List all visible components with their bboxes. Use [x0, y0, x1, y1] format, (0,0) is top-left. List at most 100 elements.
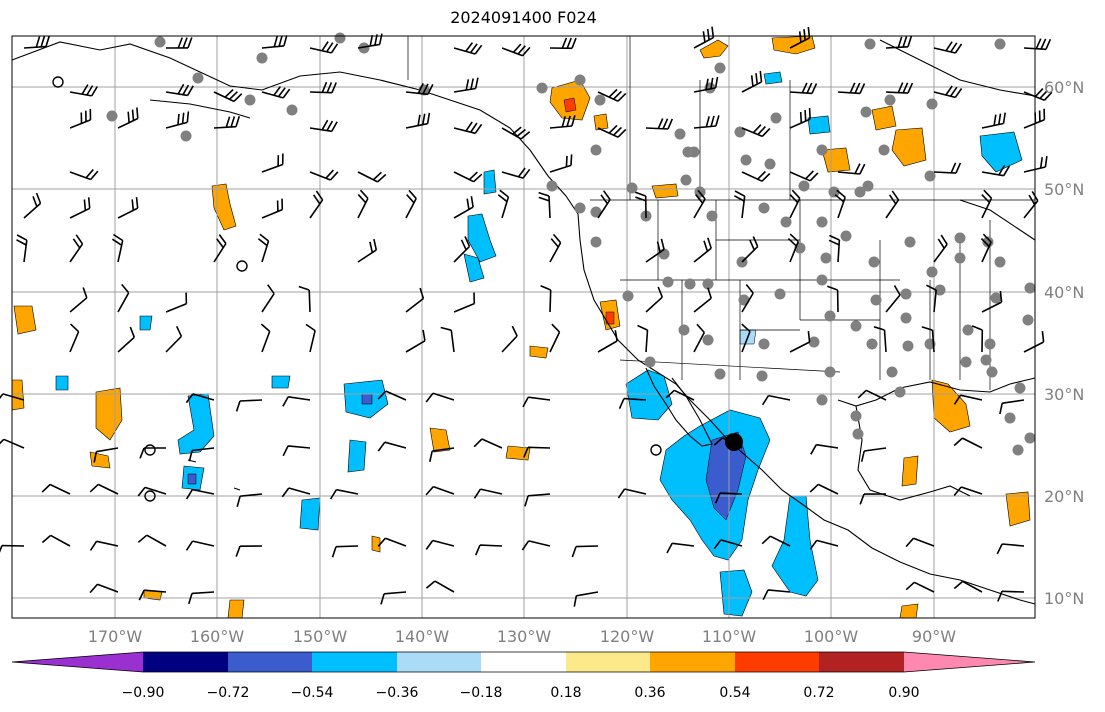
- wind-barb-feather: [329, 171, 339, 181]
- wind-barb-staff: [885, 91, 909, 94]
- wind-barb-staff: [501, 335, 518, 353]
- wind-barb-staff: [165, 335, 182, 353]
- wind-barb-feather: [75, 234, 84, 245]
- colorbar-extend-high: [904, 652, 1035, 672]
- wind-barb-feather: [714, 76, 719, 89]
- wind-barb-feather: [566, 115, 571, 127]
- wind-barb-feather: [426, 112, 431, 124]
- station-dot: [770, 112, 782, 124]
- wind-barb-staff: [789, 197, 801, 219]
- station-dot: [984, 338, 996, 350]
- station-dot: [756, 370, 768, 382]
- wind-barb-feather: [135, 197, 139, 209]
- wind-barb-staff: [931, 330, 935, 353]
- cool-area: [807, 115, 831, 135]
- wind-barb-staff: [624, 488, 647, 495]
- wind-barb-feather: [755, 73, 758, 85]
- cool-area: [483, 169, 497, 195]
- wind-barb-feather: [377, 390, 387, 400]
- station-dot: [590, 144, 602, 156]
- wind-barb-staff: [480, 488, 503, 495]
- wind-barb-feather: [469, 43, 478, 54]
- wind-barb-feather: [789, 194, 799, 204]
- wind-barb-staff: [817, 483, 839, 495]
- wind-barb-staff: [69, 171, 91, 181]
- wind-barb-feather: [330, 43, 339, 54]
- wind-barb-feather: [136, 107, 139, 119]
- wind-barb-feather: [805, 170, 814, 180]
- wind-barb-staff: [962, 580, 983, 593]
- wind-barb-feather: [235, 116, 241, 127]
- wind-barb-feather: [32, 196, 38, 207]
- station-dot: [574, 74, 586, 86]
- wind-barb-staff: [453, 127, 476, 135]
- wind-barb-staff: [885, 294, 901, 313]
- wind-barb-feather: [440, 326, 452, 331]
- wind-barb-staff: [49, 483, 71, 495]
- colorbar-tick-label: −0.90: [122, 685, 165, 701]
- lon-label: 110°W: [702, 627, 757, 646]
- wind-barb-staff: [432, 539, 455, 547]
- cool-area: [467, 213, 497, 263]
- wind-barb-staff: [308, 289, 311, 313]
- wind-barb-feather: [657, 286, 664, 298]
- station-dot: [878, 144, 890, 156]
- wind-barb-staff: [23, 45, 47, 49]
- wind-barb-feather: [538, 196, 550, 202]
- wind-barb-feather: [425, 486, 434, 496]
- station-dot: [816, 144, 828, 156]
- wind-barb-staff: [816, 443, 839, 449]
- wind-barb-feather: [945, 41, 953, 52]
- wind-barb-staff: [117, 336, 135, 353]
- wind-barb-feather: [521, 540, 530, 551]
- wind-barb-staff: [913, 581, 935, 593]
- cool-area: [979, 131, 1023, 173]
- lon-label: 90°W: [912, 627, 956, 646]
- station-dot: [662, 276, 674, 288]
- wind-barb-staff: [962, 437, 983, 449]
- cool-area: [763, 71, 783, 85]
- wind-barb-feather: [996, 543, 1003, 555]
- lat-label: 30°N: [1044, 385, 1084, 404]
- wind-barb-staff: [981, 171, 1004, 177]
- wind-barb-staff: [741, 331, 751, 353]
- station-dot: [574, 202, 586, 214]
- wind-barb-feather: [849, 82, 856, 94]
- station-dot: [154, 36, 166, 48]
- wind-barb-staff: [213, 125, 237, 129]
- wind-barb-feather: [561, 37, 568, 49]
- station-dot: [900, 312, 912, 324]
- warm-area: [371, 535, 381, 553]
- wind-barb-feather: [522, 396, 529, 408]
- wind-barb-staff: [117, 207, 139, 219]
- wind-barb-staff: [146, 534, 167, 547]
- wind-barb-feather: [787, 238, 797, 247]
- colorbar-tick-labels: −0.90 −0.72 −0.54 −0.36 −0.18 0.18 0.36 …: [122, 685, 920, 701]
- station-dot: [1024, 282, 1036, 294]
- wind-barb-feather: [465, 42, 474, 52]
- wind-barb-feather: [41, 534, 52, 544]
- wind-barb-feather: [427, 84, 434, 95]
- wind-barb-staff: [192, 393, 215, 401]
- wind-barb-feather: [131, 199, 135, 211]
- station-dot: [904, 236, 916, 248]
- wind-barb-staff: [741, 81, 762, 93]
- wind-barb-staff: [434, 580, 455, 593]
- wind-barb-feather: [139, 447, 145, 459]
- wind-barb-staff: [2, 393, 25, 401]
- wind-barb-staff: [645, 330, 649, 353]
- wind-barb-staff: [453, 302, 475, 313]
- wind-barb-staff: [528, 540, 551, 547]
- wind-barb-feather: [111, 238, 123, 246]
- wind-barb-feather: [741, 323, 751, 333]
- station-dot: [780, 216, 792, 228]
- wind-barb-feather: [233, 93, 243, 102]
- wind-barb-feather: [761, 535, 771, 545]
- wind-barb-staff: [261, 45, 284, 49]
- wind-barb-staff: [192, 540, 215, 547]
- wind-barb-staff: [885, 199, 900, 219]
- wind-barb-feather: [70, 323, 80, 333]
- wind-barb-staff: [69, 119, 91, 129]
- wind-barb-feather: [993, 114, 997, 126]
- wind-barb-staff: [549, 125, 572, 129]
